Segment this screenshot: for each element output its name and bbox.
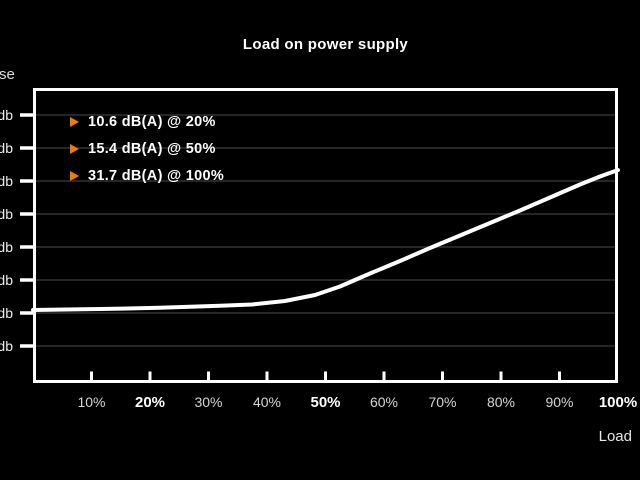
x-tick-label: 20% — [134, 394, 166, 411]
y-tick-label: db — [0, 239, 13, 255]
legend-item-label: 10.6 dB(A) @ 20% — [88, 114, 216, 130]
x-axis-title: Load — [598, 428, 632, 445]
triangle-right-icon — [70, 171, 79, 181]
legend-item-label: 31.7 dB(A) @ 100% — [88, 168, 225, 184]
triangle-right-icon — [70, 144, 79, 154]
y-tick-label: db — [0, 272, 13, 288]
noise-curve — [31, 168, 620, 312]
plot-frame — [33, 88, 618, 383]
x-tick-label: 80% — [486, 394, 516, 410]
chart-title: Load on power supply — [242, 36, 409, 53]
x-tick-label: 40% — [252, 394, 282, 410]
y-tick-label: db — [0, 173, 13, 189]
x-tick-label: 50% — [310, 394, 341, 411]
x-tick-label: 90% — [545, 394, 574, 410]
x-tick-label: 30% — [194, 394, 223, 410]
x-tick-label: 100% — [598, 394, 638, 411]
y-tick-label: db — [0, 140, 13, 156]
y-tick-label: db — [0, 206, 13, 222]
x-tick-label: 70% — [428, 394, 457, 410]
legend-item: 15.4 dB(A) @ 50% — [70, 141, 216, 157]
x-tick-label: 60% — [369, 394, 399, 410]
legend-item: 31.7 dB(A) @ 100% — [70, 168, 224, 184]
y-tick-label: db — [0, 305, 13, 321]
y-tick-label: db — [0, 338, 13, 354]
y-tick-label: db — [0, 107, 13, 123]
legend-item-label: 15.4 dB(A) @ 50% — [88, 141, 216, 157]
legend-item: 10.6 dB(A) @ 20% — [70, 114, 216, 130]
x-tick-label: 10% — [77, 394, 106, 410]
y-axis-title-fragment: se — [0, 66, 15, 83]
triangle-right-icon — [70, 117, 79, 127]
